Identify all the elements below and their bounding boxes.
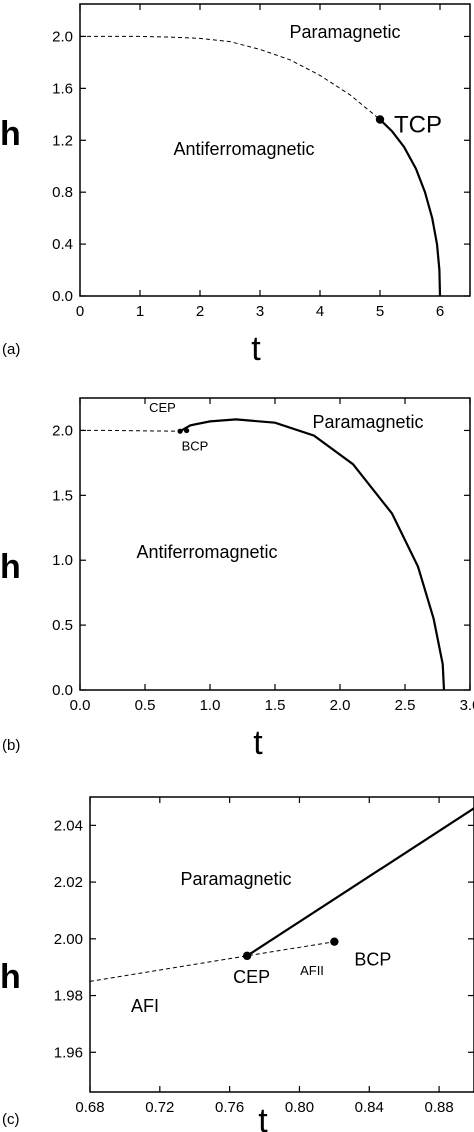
y-tick-label: 2.04 [54, 817, 83, 834]
x-axis-label: t [251, 330, 261, 368]
region-label-antiferromagnetic: Antiferromagnetic [136, 542, 277, 562]
critical-point-cep [177, 428, 183, 434]
x-tick-label: 0 [76, 303, 84, 320]
x-tick-label: 0.5 [135, 697, 156, 714]
point-label-bcp: BCP [354, 950, 391, 970]
region-label-paramagnetic: Paramagnetic [180, 869, 291, 889]
x-tick-label: 0.84 [355, 1099, 384, 1116]
panel-a: 0 1 2 3 4 5 6 0.0 0.4 0.8 1.2 1.6 2.0 TCP Paramagnetic… [0, 3, 471, 368]
solid-transition-line [379, 118, 442, 296]
panel-c: 0.68 0.72 0.76 0.80 0.84 0.88 1.96 1.98 2.00 2.02… [0, 796, 474, 1132]
x-tick-label: 2.5 [395, 697, 416, 714]
panel-label: (a) [2, 341, 20, 358]
critical-point-tcp [375, 115, 385, 124]
solid-transition-line [179, 418, 446, 690]
y-axis-label: h [0, 958, 21, 996]
x-tick-label: 2.0 [330, 697, 351, 714]
critical-point-bcp [330, 937, 339, 946]
x-tick-label: 0.68 [75, 1099, 104, 1116]
critical-point-bcp [184, 427, 190, 434]
x-tick-label: 6 [436, 303, 444, 320]
dashed-transition-line [80, 429, 181, 432]
solid-transition-line [246, 807, 474, 957]
x-axis-label: t [253, 724, 263, 762]
x-tick-label: 0.72 [145, 1099, 174, 1116]
x-tick-label: 1.0 [200, 697, 221, 714]
panel-b: 0.0 0.5 1.0 1.5 2.0 2.5 3.0 0.0 0.5 1.0 1.5 2.0 CEP B… [0, 397, 474, 762]
dashed-transition-line [80, 35, 381, 120]
y-tick-label: 1.6 [52, 80, 73, 97]
x-tick-label: 0.0 [70, 697, 91, 714]
point-label-cep: CEP [233, 967, 270, 987]
x-tick-label: 4 [316, 303, 324, 320]
y-axis-label: h [0, 115, 21, 153]
y-tick-label: 0.5 [52, 617, 73, 634]
y-tick-label: 1.2 [52, 132, 73, 149]
x-tick-label: 5 [376, 303, 384, 320]
y-tick-label: 1.0 [52, 552, 73, 569]
region-label-afi: AFI [131, 996, 159, 1016]
y-tick-label: 2.0 [52, 28, 73, 45]
y-tick-label: 1.98 [54, 988, 83, 1005]
region-label-afii: AFII [300, 963, 324, 978]
x-tick-label: 0.88 [424, 1099, 453, 1116]
x-tick-label: 3 [256, 303, 264, 320]
y-tick-label: 0.0 [52, 288, 73, 305]
x-tick-label: 3.0 [460, 697, 474, 714]
region-label-paramagnetic: Paramagnetic [312, 412, 423, 432]
x-axis-label: t [258, 1102, 268, 1132]
point-label-cep: CEP [149, 400, 176, 415]
x-tick-label: 1 [136, 303, 144, 320]
y-tick-label: 2.00 [54, 931, 83, 948]
point-label-bcp: BCP [182, 439, 209, 454]
panel-label: (b) [2, 737, 20, 754]
y-tick-label: 2.02 [54, 874, 83, 891]
y-tick-label: 0.8 [52, 184, 73, 201]
y-tick-label: 0.0 [52, 682, 73, 699]
region-label-paramagnetic: Paramagnetic [289, 22, 400, 42]
x-tick-label: 0.80 [285, 1099, 314, 1116]
y-axis-label: h [0, 548, 21, 586]
plot-frame [89, 796, 474, 1093]
y-tick-label: 0.4 [52, 236, 73, 253]
panel-label: (c) [2, 1111, 20, 1128]
x-tick-label: 0.76 [215, 1099, 244, 1116]
y-tick-label: 2.0 [52, 422, 73, 439]
y-tick-label: 1.96 [54, 1044, 83, 1061]
x-tick-label: 2 [196, 303, 204, 320]
plot-frame [79, 3, 471, 297]
critical-point-cep [242, 951, 252, 961]
y-tick-label: 1.5 [52, 487, 73, 504]
region-label-antiferromagnetic: Antiferromagnetic [173, 139, 314, 159]
dashed-transition-line [90, 941, 335, 982]
x-tick-label: 1.5 [265, 697, 286, 714]
point-label-tcp: TCP [394, 112, 442, 139]
